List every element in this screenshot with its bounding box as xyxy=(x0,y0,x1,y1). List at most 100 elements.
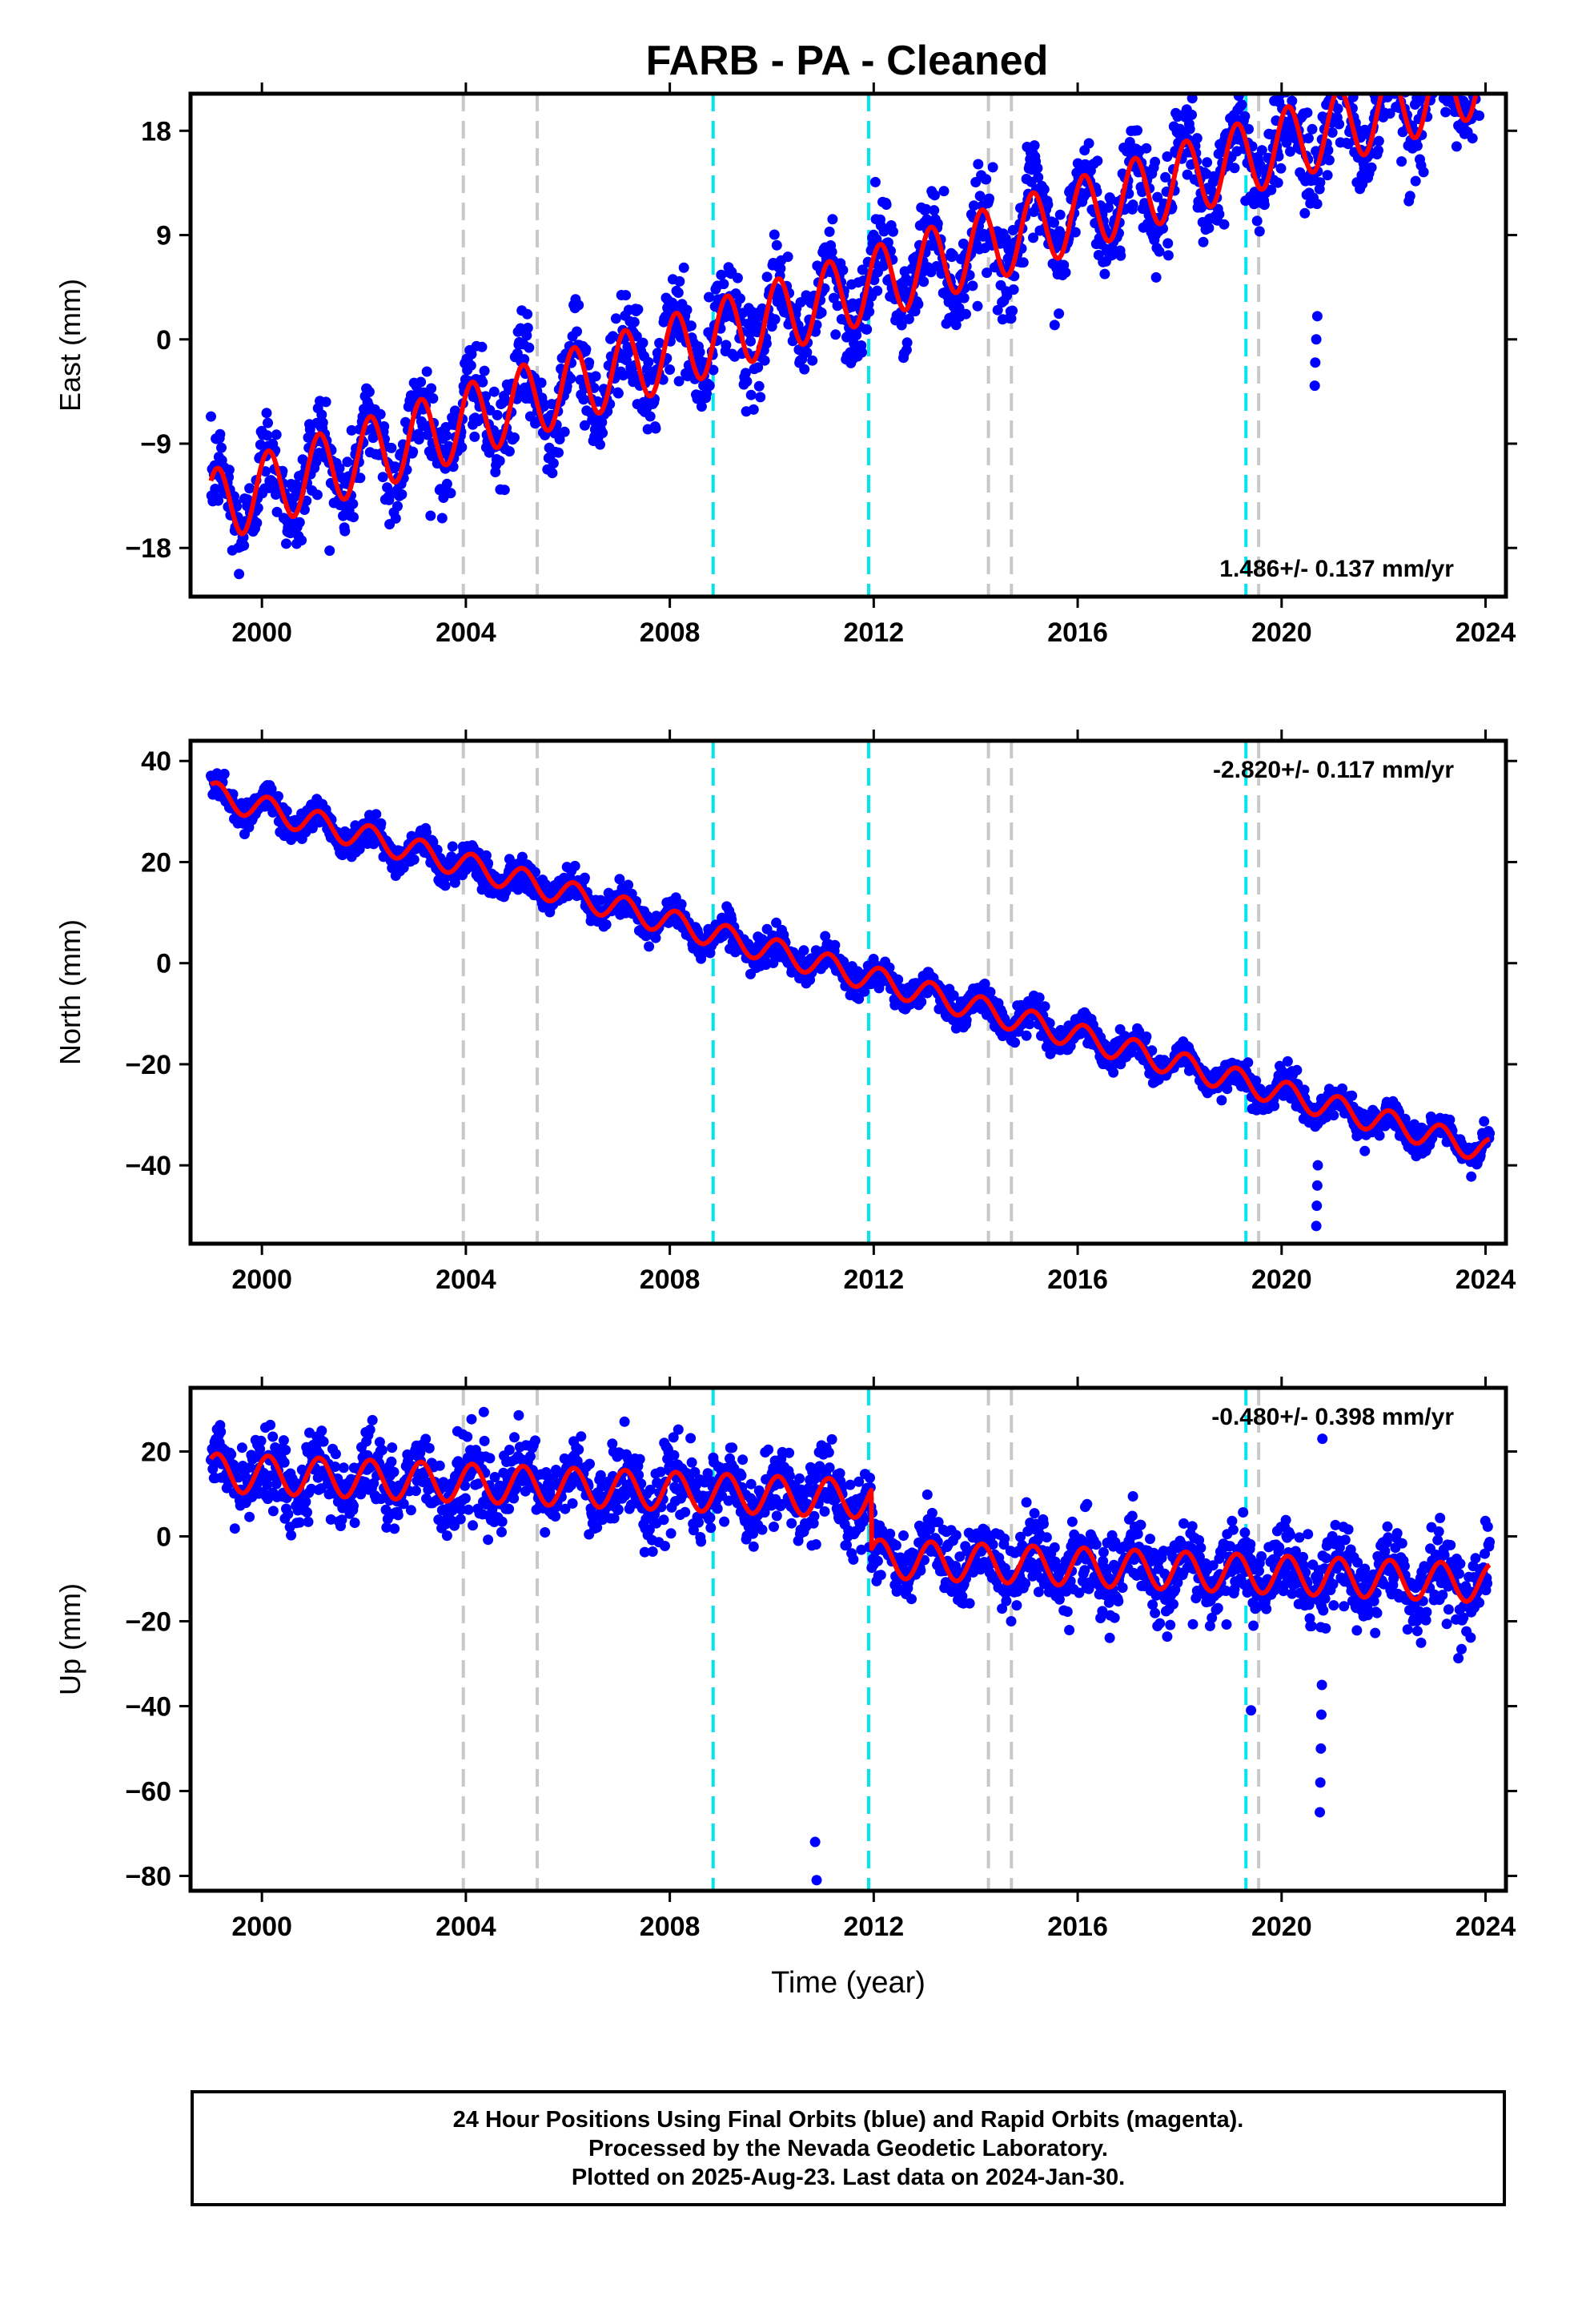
data-point xyxy=(1436,62,1447,72)
data-point xyxy=(1448,65,1459,75)
data-point xyxy=(681,304,693,316)
data-point xyxy=(1484,1128,1496,1139)
data-point xyxy=(1010,1037,1021,1048)
data-point xyxy=(1434,41,1444,51)
data-point xyxy=(654,337,665,348)
data-point xyxy=(223,464,235,476)
data-point-outlier xyxy=(1310,357,1321,368)
x-tick-label: 2016 xyxy=(1047,617,1108,648)
data-point xyxy=(463,1504,474,1515)
data-point xyxy=(1479,1116,1490,1127)
data-point xyxy=(338,1462,349,1474)
data-point-outlier xyxy=(1311,334,1322,345)
y-tick-label: 0 xyxy=(156,325,171,356)
data-point xyxy=(389,1523,400,1534)
data-point xyxy=(390,513,401,524)
data-point xyxy=(961,308,971,320)
data-point xyxy=(428,393,439,404)
data-point xyxy=(958,292,970,304)
data-point xyxy=(612,1504,624,1515)
data-point xyxy=(595,439,605,450)
data-point xyxy=(1387,46,1398,56)
data-point xyxy=(579,872,590,883)
data-point xyxy=(1480,59,1490,70)
data-point xyxy=(261,408,272,419)
data-point xyxy=(987,162,998,173)
x-tick-label: 2008 xyxy=(640,1265,701,1295)
data-point xyxy=(1191,133,1203,144)
data-point xyxy=(411,1486,421,1497)
data-point xyxy=(600,919,612,930)
data-point xyxy=(678,262,689,273)
data-point xyxy=(355,472,366,484)
data-point xyxy=(1042,199,1054,210)
data-point xyxy=(460,1493,471,1504)
data-point xyxy=(286,1530,297,1541)
data-point xyxy=(1024,1019,1035,1030)
data-point xyxy=(673,287,684,298)
data-point xyxy=(547,468,558,479)
x-tick-label: 2020 xyxy=(1251,617,1312,648)
data-point xyxy=(252,502,263,513)
data-point xyxy=(1470,70,1480,81)
data-point xyxy=(1266,184,1277,195)
data-point xyxy=(299,505,310,515)
data-point xyxy=(573,1444,584,1455)
data-point xyxy=(837,264,849,275)
data-point xyxy=(1432,74,1443,85)
data-point xyxy=(1473,50,1484,61)
data-point xyxy=(1289,68,1299,78)
data-point xyxy=(1411,140,1423,151)
y-tick-label: −20 xyxy=(125,1050,171,1080)
data-point xyxy=(1423,73,1434,83)
data-point xyxy=(1440,107,1452,118)
data-point xyxy=(363,386,375,397)
data-point xyxy=(1039,1001,1050,1012)
data-point xyxy=(1203,223,1215,234)
data-point xyxy=(271,429,282,440)
y-axis-label: East (mm) xyxy=(54,279,86,412)
data-point xyxy=(842,331,853,342)
data-point xyxy=(954,303,965,314)
data-point xyxy=(573,300,584,311)
data-point xyxy=(1479,37,1489,47)
data-point xyxy=(578,394,589,405)
data-point xyxy=(318,1436,329,1447)
data-point xyxy=(1127,199,1138,211)
data-point xyxy=(1452,71,1463,82)
data-point xyxy=(1198,236,1209,247)
data-point xyxy=(1141,143,1152,154)
data-point xyxy=(390,461,400,472)
data-point xyxy=(1386,71,1396,82)
data-point xyxy=(748,404,759,415)
data-point xyxy=(1243,1057,1254,1068)
x-tick-label: 2024 xyxy=(1456,617,1516,648)
data-point xyxy=(618,370,628,381)
data-point xyxy=(572,326,582,337)
data-point xyxy=(1162,238,1174,249)
data-point xyxy=(1202,157,1213,168)
data-point xyxy=(425,510,436,521)
data-point xyxy=(1328,1110,1339,1121)
data-point xyxy=(1382,56,1392,66)
data-point xyxy=(1115,250,1126,261)
data-point xyxy=(913,299,924,310)
data-point xyxy=(967,280,978,292)
data-point xyxy=(509,432,520,443)
data-point xyxy=(1049,217,1059,228)
data-point xyxy=(447,841,458,852)
data-point xyxy=(1333,44,1343,54)
data-point xyxy=(1285,146,1295,157)
data-point xyxy=(1302,107,1313,119)
data-point xyxy=(932,218,943,229)
data-point xyxy=(1384,46,1395,56)
data-point xyxy=(595,895,606,906)
data-point xyxy=(1219,219,1230,230)
data-point xyxy=(215,1426,227,1437)
data-point xyxy=(1435,72,1446,82)
data-point xyxy=(1383,40,1394,50)
data-point-outlier xyxy=(1309,380,1320,392)
data-point xyxy=(869,275,880,286)
data-point xyxy=(830,329,841,340)
data-point xyxy=(554,434,565,444)
